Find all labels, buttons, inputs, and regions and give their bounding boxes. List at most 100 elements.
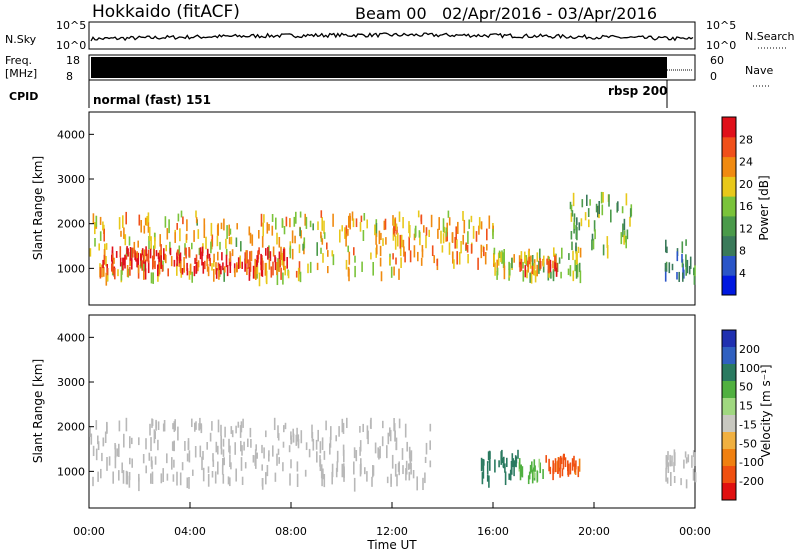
velocity-cell: [534, 465, 536, 472]
velocity-cell: [506, 457, 508, 468]
velocity-colorbar-tick: 15: [739, 400, 753, 413]
power-cell: [420, 257, 423, 266]
power-cell: [231, 249, 234, 257]
velocity-cell: [480, 457, 483, 472]
power-colorbar-swatch: [722, 235, 736, 256]
power-cell: [351, 211, 354, 221]
power-cell: [380, 232, 382, 241]
velocity-colorbar-swatch: [722, 364, 736, 382]
power-cell: [303, 237, 306, 249]
power-cell: [421, 245, 424, 252]
power-cell: [458, 252, 461, 265]
power-cell: [153, 248, 155, 260]
velocity-cell: [562, 455, 565, 470]
velocity-cell: [95, 420, 98, 430]
power-cell: [601, 204, 604, 216]
velocity-cell: [274, 472, 277, 482]
power-cell: [239, 255, 241, 269]
velocity-cell: [325, 420, 327, 431]
power-cell: [359, 222, 362, 232]
power-cell: [113, 257, 115, 264]
velocity-cell: [379, 446, 381, 459]
power-cell: [448, 217, 451, 226]
power-cell: [198, 247, 201, 256]
velocity-cell: [106, 457, 108, 471]
velocity-cell: [518, 458, 521, 469]
power-cell: [600, 191, 603, 204]
power-cell: [131, 258, 133, 270]
velocity-cell: [268, 453, 270, 462]
power-cell: [254, 258, 256, 272]
power-cell: [125, 211, 127, 225]
power-cell: [332, 254, 335, 266]
power-cell: [522, 261, 524, 269]
nave-label: Nave: [745, 64, 773, 77]
power-cell: [223, 218, 225, 231]
power-cell: [261, 267, 264, 277]
power-cell: [136, 251, 138, 259]
power-cell: [448, 242, 451, 255]
velocity-cell: [528, 471, 531, 480]
power-cell: [493, 250, 495, 264]
power-cell: [382, 238, 384, 247]
power-cell: [298, 261, 301, 275]
velocity-cell: [558, 457, 560, 472]
power-cell: [394, 235, 397, 250]
freq-tick-high: 18: [66, 54, 80, 67]
velocity-cell: [382, 420, 384, 429]
power-cell: [502, 252, 504, 264]
power-cell: [147, 212, 150, 223]
velocity-cell: [240, 421, 243, 433]
power-cell: [276, 272, 279, 286]
nave-tick-low: 0: [710, 70, 717, 83]
velocity-cell: [412, 470, 415, 479]
power-cell: [579, 270, 582, 284]
power-cell: [321, 238, 324, 245]
power-cell: [420, 215, 422, 222]
power-colorbar-swatch: [722, 215, 736, 237]
velocity-cell: [317, 429, 319, 442]
power-cell: [520, 251, 523, 262]
power-y-tick-label: 1000: [57, 262, 85, 275]
velocity-cell: [562, 453, 565, 460]
power-cell: [112, 253, 114, 261]
velocity-cell: [489, 459, 491, 471]
power-cell: [597, 205, 599, 218]
power-cell: [496, 271, 498, 280]
power-cell: [160, 244, 162, 255]
velocity-cell: [194, 422, 196, 432]
power-cell: [120, 270, 123, 281]
power-cell: [445, 227, 448, 237]
velocity-cell: [498, 460, 500, 468]
power-cell: [531, 255, 534, 266]
velocity-cell: [424, 456, 427, 464]
power-cell: [602, 244, 605, 256]
velocity-cell: [387, 432, 390, 445]
power-cell: [493, 247, 496, 255]
power-cell: [166, 228, 169, 240]
power-cell: [574, 259, 576, 272]
power-cell: [181, 268, 184, 275]
power-cell: [578, 262, 581, 273]
power-cell: [197, 262, 199, 272]
velocity-cell: [151, 418, 153, 428]
power-cell: [554, 262, 556, 272]
velocity-cell: [694, 472, 697, 483]
power-cell: [298, 244, 301, 254]
power-cell: [146, 253, 148, 262]
power-cell: [683, 269, 685, 279]
power-cell: [253, 269, 256, 279]
power-cell: [294, 235, 296, 244]
velocity-cell: [240, 440, 242, 452]
velocity-cell: [673, 462, 675, 473]
velocity-colorbar-tick: -50: [739, 437, 757, 450]
velocity-cell: [577, 466, 580, 478]
power-cell: [571, 241, 573, 251]
velocity-cell: [393, 418, 395, 432]
power-cell: [572, 192, 575, 207]
velocity-cell: [114, 443, 116, 450]
power-cell: [260, 213, 263, 227]
velocity-cell: [252, 455, 255, 463]
nsky-tick-low: 10^0: [56, 39, 86, 52]
power-cell: [256, 255, 258, 266]
